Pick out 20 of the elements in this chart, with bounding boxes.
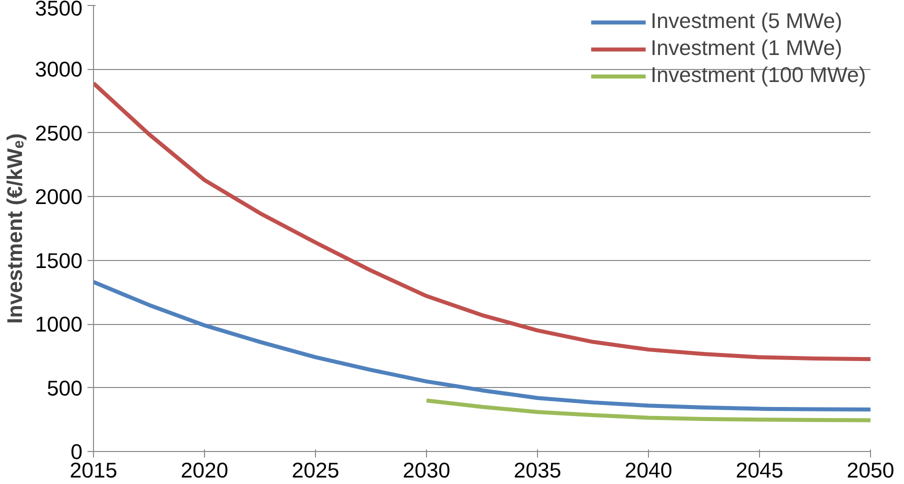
x-tick-label: 2050 [846,458,894,482]
x-tick-label: 2030 [402,458,450,482]
x-tick-label: 2040 [624,458,672,482]
legend-label: Investment (5 MWe) [650,9,842,34]
x-tick-label: 2020 [180,458,228,482]
y-tick-label: 1000 [35,312,83,337]
legend-label: Investment (100 MWe) [650,63,866,88]
x-tick-label: 2045 [736,458,784,482]
legend-label: Investment (1 MWe) [650,36,842,61]
line-series [94,280,870,412]
y-tick-label: 500 [46,376,83,400]
y-axis-title: Investment (€/kWₑ) [3,133,28,324]
y-tick-label: 1500 [35,248,83,273]
y-tick-label: 2000 [35,185,83,210]
line-series [424,398,870,422]
y-tick-label: 2500 [35,121,83,146]
x-tick-label: 2035 [514,458,562,482]
x-tick-label: 2025 [292,458,340,482]
y-tick-label: 3000 [35,58,83,82]
y-tick-label: 3500 [35,0,83,20]
